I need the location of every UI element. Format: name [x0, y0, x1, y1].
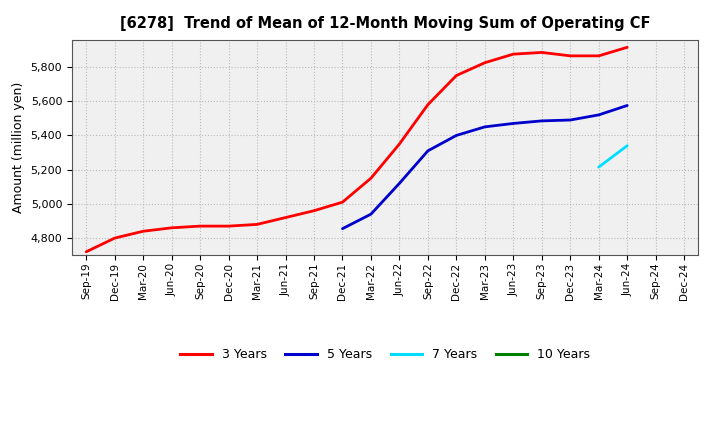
3 Years: [423, 102, 432, 107]
3 Years: [110, 235, 119, 241]
5 Years: [509, 121, 518, 126]
7 Years: [623, 143, 631, 148]
3 Years: [480, 60, 489, 65]
5 Years: [623, 103, 631, 108]
3 Years: [310, 208, 318, 213]
3 Years: [452, 73, 461, 78]
5 Years: [338, 226, 347, 231]
5 Years: [452, 133, 461, 138]
3 Years: [366, 176, 375, 181]
3 Years: [509, 51, 518, 57]
3 Years: [338, 199, 347, 205]
3 Years: [595, 53, 603, 59]
5 Years: [366, 212, 375, 217]
3 Years: [253, 222, 261, 227]
3 Years: [82, 249, 91, 254]
5 Years: [595, 112, 603, 117]
3 Years: [537, 50, 546, 55]
Line: 5 Years: 5 Years: [343, 106, 627, 229]
3 Years: [167, 225, 176, 231]
Line: 7 Years: 7 Years: [599, 146, 627, 167]
5 Years: [566, 117, 575, 123]
5 Years: [480, 124, 489, 129]
3 Years: [225, 224, 233, 229]
Y-axis label: Amount (million yen): Amount (million yen): [12, 82, 25, 213]
Legend: 3 Years, 5 Years, 7 Years, 10 Years: 3 Years, 5 Years, 7 Years, 10 Years: [176, 343, 595, 367]
5 Years: [537, 118, 546, 124]
5 Years: [395, 181, 404, 186]
3 Years: [623, 44, 631, 50]
3 Years: [282, 215, 290, 220]
7 Years: [595, 165, 603, 170]
3 Years: [395, 141, 404, 147]
3 Years: [139, 229, 148, 234]
Title: [6278]  Trend of Mean of 12-Month Moving Sum of Operating CF: [6278] Trend of Mean of 12-Month Moving …: [120, 16, 650, 32]
3 Years: [566, 53, 575, 59]
5 Years: [423, 148, 432, 154]
Line: 3 Years: 3 Years: [86, 47, 627, 252]
3 Years: [196, 224, 204, 229]
